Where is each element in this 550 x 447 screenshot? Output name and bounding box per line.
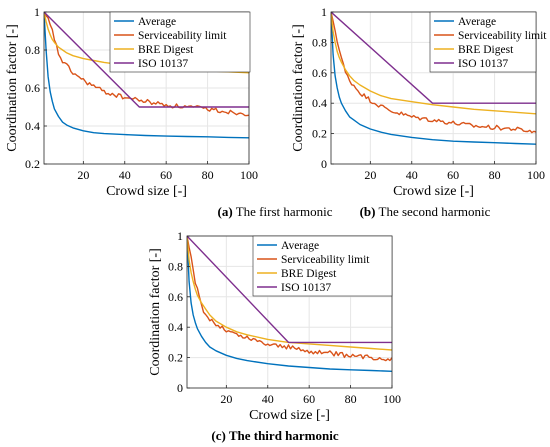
legend-label: BRE Digest [458, 44, 514, 56]
legend-box [429, 11, 537, 73]
y-tick-label: 0.6 [25, 81, 40, 95]
series-line-serviceability [44, 12, 249, 117]
legend: Average Serviceability limit BRE Digest ISO… [252, 235, 393, 297]
y-tick-label: 0.8 [312, 35, 327, 49]
x-axis-label: Crowd size [-] [393, 184, 474, 199]
y-tick-label: 0.8 [168, 259, 183, 273]
x-tick-label: 80 [345, 392, 357, 406]
chart-panel-2: 20 40 60 80 100 0 0.2 0.4 0.6 0.8 1 Crowd size [-] C… [291, 5, 547, 219]
series-line-average [331, 12, 536, 145]
x-tick-label: 40 [406, 168, 418, 182]
x-tick-label: 100 [527, 168, 545, 182]
x-tick-label: 20 [364, 168, 376, 182]
legend-box [109, 11, 251, 73]
series-line-bre [331, 12, 536, 115]
caption-text: The third harmonic [226, 428, 339, 443]
x-tick-label: 20 [220, 392, 232, 406]
x-tick-label: 40 [119, 168, 131, 182]
x-tick-label: 40 [262, 392, 274, 406]
x-axis-label: Crowd size [-] [249, 408, 330, 423]
legend-label: Serviceability limit [281, 254, 370, 266]
y-tick-label: 0.2 [168, 351, 183, 365]
y-tick-label: 0.2 [25, 157, 40, 171]
series-line-average [44, 12, 249, 139]
x-tick-label: 60 [303, 392, 315, 406]
y-tick-label: 1 [34, 5, 40, 19]
x-tick-label: 80 [202, 168, 214, 182]
series-line-bre [187, 236, 392, 351]
legend: Average Serviceability limit BRE Digest ISO… [429, 11, 547, 73]
y-tick-label: 0.6 [168, 290, 183, 304]
y-tick-label: 1 [177, 229, 183, 243]
chart-panel-3: 20 40 60 80 100 0 0.2 0.4 0.6 0.8 1 Crowd size [-] C… [148, 229, 401, 443]
y-tick-label: 0.2 [312, 127, 327, 141]
caption-letter: (b) [360, 204, 376, 219]
series-line-iso [44, 12, 249, 108]
y-tick-label: 1 [321, 5, 327, 19]
legend-label: Serviceability limit [138, 30, 227, 42]
legend-label: BRE Digest [281, 268, 337, 280]
legend-label: Average [138, 16, 176, 28]
y-tick-label: 0.4 [168, 320, 183, 334]
legend-label: ISO 10137 [138, 58, 188, 70]
y-tick-label: 0.4 [25, 119, 40, 133]
x-tick-label: 100 [383, 392, 401, 406]
panel-caption: (b) The second harmonic [360, 204, 491, 219]
caption-letter: (a) [218, 204, 233, 219]
chart-panel-1: 20 40 60 80 100 0.2 0.4 0.6 0.8 1 Crowd size [-] Co… [5, 5, 333, 219]
y-tick-label: 0 [177, 381, 183, 395]
legend-label: ISO 10137 [458, 58, 508, 70]
x-axis-label: Crowd size [-] [106, 184, 187, 199]
y-tick-label: 0.8 [25, 43, 40, 57]
series-line-average [187, 236, 392, 372]
caption-text: The second harmonic [375, 204, 490, 219]
x-tick-label: 20 [77, 168, 89, 182]
legend-label: Serviceability limit [458, 30, 547, 42]
x-tick-label: 80 [489, 168, 501, 182]
series-line-iso [331, 12, 536, 104]
legend-label: BRE Digest [138, 44, 194, 56]
panel-caption: (a) The first harmonic [218, 204, 333, 219]
x-tick-label: 100 [240, 168, 258, 182]
legend-label: Average [281, 240, 319, 252]
y-axis-label: Coordination factor [-] [291, 24, 306, 152]
y-axis-label: Coordination factor [-] [5, 24, 20, 152]
series-line-iso [187, 236, 392, 344]
legend-label: Average [458, 16, 496, 28]
y-tick-label: 0 [321, 157, 327, 171]
x-tick-label: 60 [160, 168, 172, 182]
y-axis-label: Coordination factor [-] [148, 248, 163, 376]
caption-letter: (c) [211, 428, 225, 443]
legend: Average Serviceability limit BRE Digest ISO… [109, 11, 251, 73]
legend-box [252, 235, 393, 297]
x-tick-label: 60 [447, 168, 459, 182]
caption-text: The first harmonic [233, 204, 333, 219]
series-line-serviceability [331, 12, 536, 134]
y-tick-label: 0.6 [312, 66, 327, 80]
legend-label: ISO 10137 [281, 282, 331, 294]
y-tick-label: 0.4 [312, 96, 327, 110]
series-line-serviceability [187, 236, 392, 362]
panel-caption: (c) The third harmonic [211, 428, 338, 443]
